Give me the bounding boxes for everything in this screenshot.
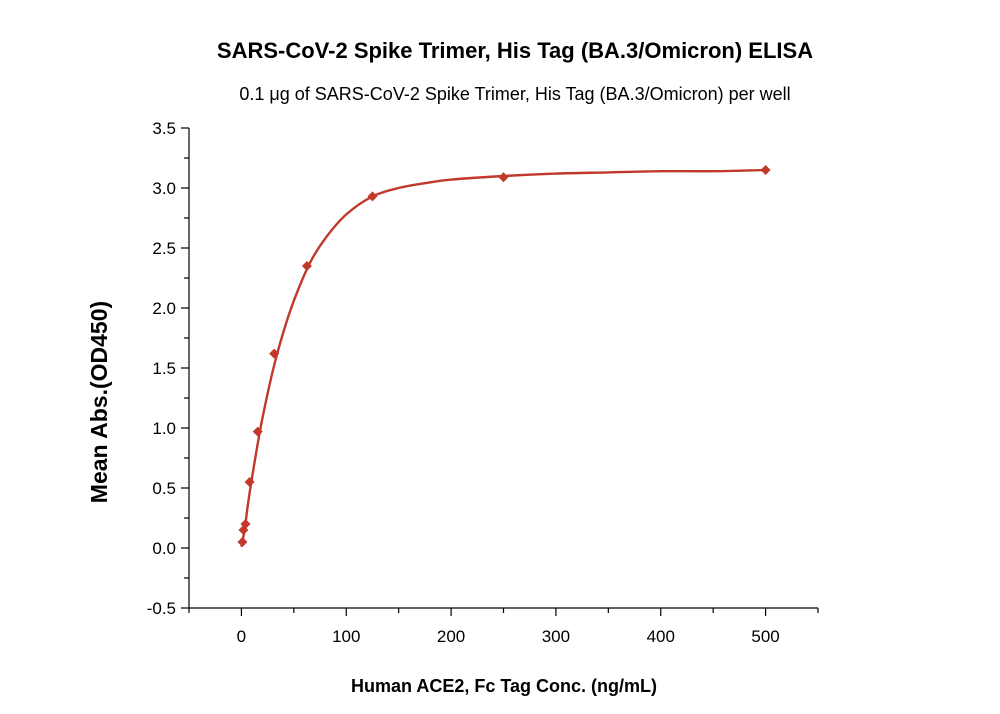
y-tick-label: 3.0 (152, 179, 176, 198)
y-tick-label: 2.5 (152, 239, 176, 258)
y-tick-label: 3.5 (152, 119, 176, 138)
y-tick-label: 1.0 (152, 419, 176, 438)
y-tick-label: 0.0 (152, 539, 176, 558)
chart-title: SARS-CoV-2 Spike Trimer, His Tag (BA.3/O… (216, 38, 814, 63)
data-points-layer (237, 165, 771, 547)
fit-curve-layer (240, 168, 766, 548)
data-point (269, 348, 280, 359)
x-axis-ticks: 0 100 200 300 400 500 (188, 608, 819, 646)
x-tick-label: 300 (542, 627, 570, 646)
data-point (760, 165, 771, 175)
x-axis-title: Human ACE2, Fc Tag Conc. (ng/mL) (351, 676, 657, 696)
axes (188, 128, 818, 609)
data-point (498, 172, 509, 183)
y-tick-label: 2.0 (152, 299, 176, 318)
y-tick-label: 0.5 (152, 479, 176, 498)
y-axis-ticks: -0.5 0.0 0.5 1.0 1.5 2.0 2.5 3.0 3.5 (147, 119, 189, 618)
data-point (252, 426, 263, 437)
x-tick-label: 0 (237, 627, 246, 646)
y-tick-label: -0.5 (147, 599, 176, 618)
y-axis-title: Mean Abs.(OD450) (86, 301, 112, 503)
x-tick-label: 200 (437, 627, 465, 646)
fit-curve (240, 168, 766, 548)
data-point (237, 537, 248, 547)
data-point (240, 519, 251, 529)
data-point (244, 477, 255, 487)
chart-subtitle: 0.1 μg of SARS-CoV-2 Spike Trimer, His T… (239, 84, 791, 104)
x-tick-label: 500 (751, 627, 779, 646)
data-point (301, 261, 312, 271)
data-point (367, 191, 378, 202)
x-tick-label: 100 (332, 627, 360, 646)
x-tick-label: 400 (647, 627, 675, 646)
y-tick-label: 1.5 (152, 359, 176, 378)
